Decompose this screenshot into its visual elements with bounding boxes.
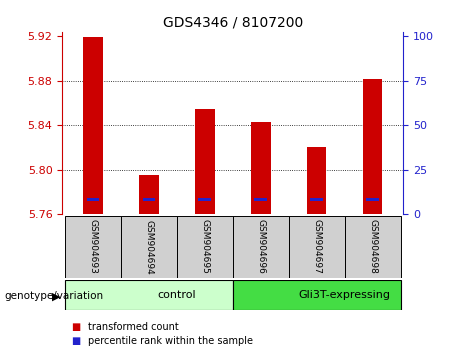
- Text: Gli3T-expressing: Gli3T-expressing: [299, 290, 390, 300]
- Bar: [121, 216, 177, 278]
- Text: GSM904696: GSM904696: [256, 219, 265, 274]
- Text: control: control: [158, 290, 196, 300]
- Text: transformed count: transformed count: [88, 322, 178, 332]
- Bar: [177, 216, 233, 278]
- Bar: [345, 216, 401, 278]
- Bar: [65, 280, 233, 310]
- Bar: [310, 198, 323, 201]
- Text: percentile rank within the sample: percentile rank within the sample: [88, 336, 253, 346]
- Text: ▶: ▶: [52, 291, 60, 301]
- Bar: [233, 280, 401, 310]
- Bar: [199, 198, 211, 201]
- Title: GDS4346 / 8107200: GDS4346 / 8107200: [163, 15, 303, 29]
- Text: GSM904698: GSM904698: [368, 219, 377, 274]
- Bar: [139, 175, 159, 214]
- Text: genotype/variation: genotype/variation: [5, 291, 104, 301]
- Bar: [233, 216, 289, 278]
- Bar: [366, 198, 379, 201]
- Bar: [307, 148, 326, 214]
- Bar: [363, 79, 383, 214]
- Text: GSM904693: GSM904693: [89, 219, 97, 274]
- Bar: [83, 38, 103, 214]
- Bar: [254, 198, 267, 201]
- Text: GSM904697: GSM904697: [312, 219, 321, 274]
- Text: GSM904694: GSM904694: [144, 219, 154, 274]
- Bar: [195, 109, 215, 214]
- Text: GSM904695: GSM904695: [201, 219, 209, 274]
- Bar: [142, 198, 155, 201]
- Text: ■: ■: [71, 322, 81, 332]
- Bar: [65, 216, 121, 278]
- Bar: [251, 122, 271, 214]
- Bar: [87, 198, 100, 201]
- Text: ■: ■: [71, 336, 81, 346]
- Bar: [289, 216, 345, 278]
